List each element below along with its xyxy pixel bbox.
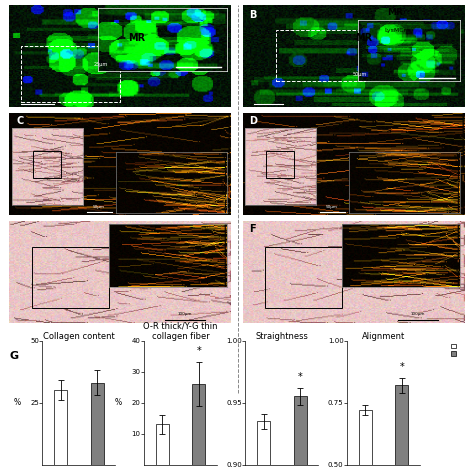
Text: G: G — [10, 351, 19, 361]
Text: D: D — [249, 116, 257, 126]
Text: *: * — [196, 346, 201, 356]
Text: B: B — [249, 10, 256, 20]
Text: 100μm: 100μm — [178, 312, 192, 316]
Bar — [55, 390, 67, 465]
Text: LysMCre: LysMCre — [384, 28, 410, 34]
Text: *: * — [298, 372, 302, 382]
Text: MR: MR — [243, 13, 258, 22]
Bar — [91, 383, 103, 465]
Title: O-R thick/Y-G thin
collagen fiber: O-R thick/Y-G thin collagen fiber — [143, 321, 218, 341]
Text: MR: MR — [356, 33, 373, 43]
Legend: , : , — [451, 344, 457, 356]
Text: flox: flox — [280, 10, 290, 15]
Text: 100μm: 100μm — [410, 312, 425, 316]
Text: MR: MR — [387, 8, 403, 17]
Title: Straightness: Straightness — [255, 332, 309, 341]
Bar — [276, 30, 365, 81]
Bar — [359, 410, 372, 474]
Text: 50μm: 50μm — [92, 205, 104, 209]
Text: %: % — [115, 398, 122, 407]
Text: %: % — [13, 398, 20, 407]
Text: F: F — [249, 224, 256, 234]
Bar — [395, 385, 408, 474]
Title: Alignment: Alignment — [362, 332, 405, 341]
Bar — [257, 421, 270, 474]
Text: *: * — [399, 362, 404, 372]
Bar — [192, 384, 205, 465]
Bar — [156, 424, 169, 465]
Bar — [32, 246, 109, 308]
Bar — [294, 396, 307, 474]
Bar — [265, 246, 342, 308]
Bar — [20, 46, 120, 101]
Title: Collagen content: Collagen content — [43, 332, 115, 341]
Text: C: C — [16, 116, 23, 126]
Text: 50μm: 50μm — [325, 205, 337, 209]
Text: flox: flox — [156, 28, 168, 34]
Text: MR: MR — [128, 33, 145, 43]
